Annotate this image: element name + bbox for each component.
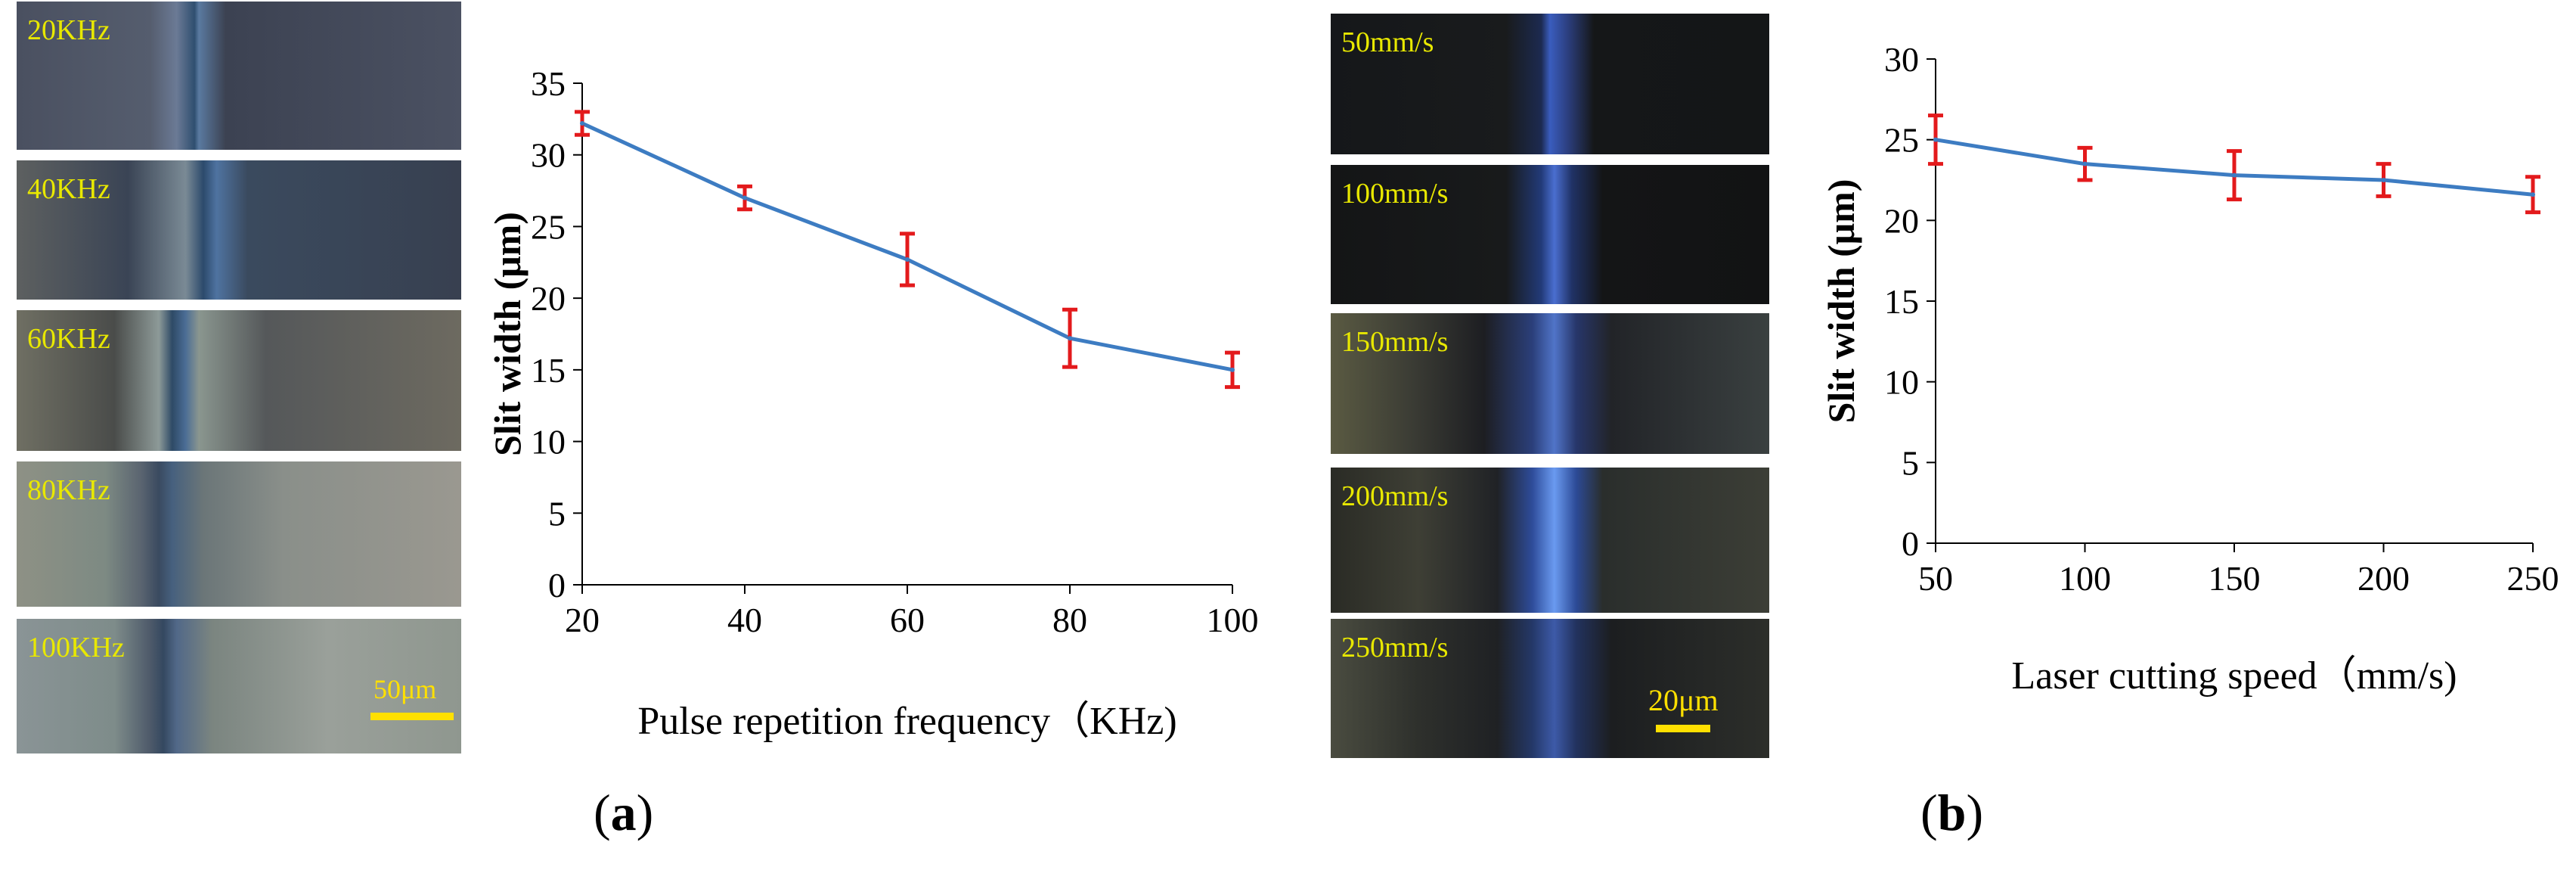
x-axis-title: Pulse repetition frequency（KHz) [637, 700, 1176, 743]
x-tick-label: 100 [2059, 559, 2111, 598]
strip-label-40khz: 40KHz [27, 173, 110, 205]
y-tick-label: 5 [1902, 443, 1919, 482]
y-tick-label: 15 [1884, 282, 1919, 321]
y-tick-label: 5 [548, 494, 566, 533]
y-tick-label: 10 [1884, 363, 1919, 402]
micrograph-strip-200mms: 200mm/s [1331, 468, 1769, 613]
strip-label-50mms: 50mm/s [1341, 26, 1434, 58]
y-tick-label: 25 [1884, 121, 1919, 160]
strip-label-100mms: 100mm/s [1341, 178, 1449, 210]
scale-bar-a [370, 713, 454, 720]
micrograph-strip-80khz: 80KHz [17, 461, 461, 607]
micrograph-strip-250mms: 250mm/s 20μm [1331, 619, 1769, 758]
data-point [905, 256, 910, 262]
data-point [580, 121, 584, 126]
strip-label-150mms: 150mm/s [1341, 326, 1449, 358]
scale-bar-label-a: 50μm [374, 674, 437, 704]
strip-label-60khz: 60KHz [27, 323, 110, 355]
data-point [2232, 172, 2237, 178]
x-tick-label: 200 [2357, 559, 2410, 598]
micrograph-strip-50mms: 50mm/s [1331, 14, 1769, 154]
y-tick-label: 20 [531, 279, 566, 318]
y-tick-label: 10 [531, 423, 566, 461]
micrograph-strip-150mms: 150mm/s [1331, 313, 1769, 454]
data-point [1068, 336, 1072, 341]
x-tick-label: 250 [2507, 559, 2559, 598]
micrograph-strip-20khz: 20KHz [17, 2, 461, 150]
panel-label-b: (b) [1920, 784, 1984, 841]
x-tick-label: 20 [565, 601, 600, 639]
strip-label-20khz: 20KHz [27, 14, 110, 46]
y-tick-label: 20 [1884, 201, 1919, 240]
y-axis-title: Slit width (μm) [1820, 179, 1862, 424]
micrograph-strip-100mms: 100mm/s [1331, 165, 1769, 304]
scale-bar-label-b: 20μm [1648, 683, 1719, 717]
micrograph-strip-100khz: 100KHz 50μm [17, 619, 461, 753]
x-tick-label: 80 [1052, 601, 1087, 639]
y-axis-title: Slit width (μm) [486, 212, 529, 456]
y-tick-label: 30 [531, 136, 566, 175]
panel-label-a: (a) [594, 784, 654, 841]
scale-bar-b [1656, 725, 1710, 732]
x-tick-label: 60 [890, 601, 925, 639]
data-point [2082, 161, 2088, 166]
x-tick-label: 150 [2209, 559, 2261, 598]
x-tick-label: 40 [727, 601, 762, 639]
strip-label-250mms: 250mm/s [1341, 632, 1449, 663]
chart-a: 0 5 10 15 20 25 30 35 20 40 60 80 100 Slit width (μm)… [486, 64, 1259, 743]
data-point [2531, 192, 2535, 197]
data-point [2381, 178, 2386, 182]
strip-label-80khz: 80KHz [27, 474, 110, 506]
strip-label-200mms: 200mm/s [1341, 480, 1449, 512]
x-tick-label: 100 [1207, 601, 1259, 639]
chart-b: 0 5 10 15 20 25 30 50 100 150 200 250 Slit width (μm… [1820, 40, 2559, 698]
y-tick-label: 0 [1902, 524, 1919, 563]
data-point [1933, 137, 1938, 142]
micrograph-strip-60khz: 60KHz [17, 310, 461, 451]
y-tick-label: 30 [1884, 40, 1919, 79]
y-tick-label: 0 [548, 566, 566, 604]
y-tick-label: 25 [531, 207, 566, 246]
micrograph-strip-40khz: 40KHz [17, 160, 461, 300]
strip-label-100khz: 100KHz [27, 632, 125, 663]
data-point [1230, 367, 1235, 372]
x-tick-label: 50 [1918, 559, 1953, 598]
y-tick-label: 15 [531, 351, 566, 390]
y-tick-label: 35 [531, 64, 566, 103]
x-axis-title: Laser cutting speed（mm/s) [2011, 654, 2457, 698]
data-point [742, 195, 747, 200]
